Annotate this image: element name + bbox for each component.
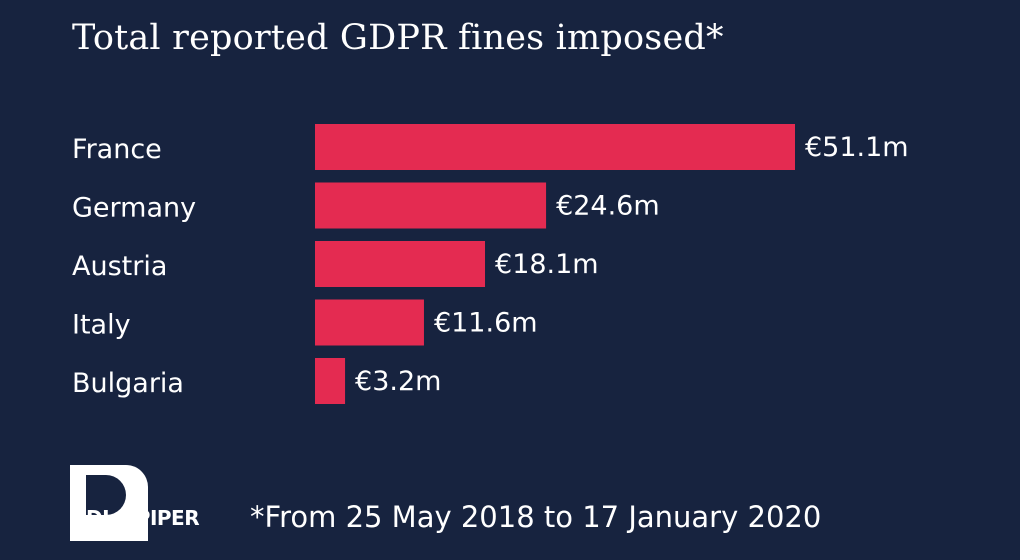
value-label: €24.6m: [556, 191, 660, 222]
value-label: €51.1m: [805, 132, 909, 163]
bar: [315, 358, 346, 404]
footnote: *From 25 May 2018 to 17 January 2020: [250, 500, 822, 534]
category-label: Austria: [72, 251, 167, 282]
bar: [315, 299, 424, 346]
logo-mark: [86, 475, 126, 515]
category-label: Italy: [72, 310, 131, 341]
bar: [315, 182, 547, 229]
bar: [315, 241, 486, 287]
chart-title: Total reported GDPR fines imposed*: [72, 18, 724, 58]
bar: [315, 124, 795, 170]
dla-piper-logo-icon: [70, 465, 148, 541]
value-label: €18.1m: [495, 249, 599, 280]
category-label: Bulgaria: [72, 368, 184, 399]
logo-text: DLA PIPER: [86, 506, 200, 530]
value-label: €3.2m: [355, 366, 441, 397]
category-label: Germany: [72, 193, 196, 224]
category-label: France: [72, 134, 162, 165]
value-label: €11.6m: [434, 308, 538, 339]
